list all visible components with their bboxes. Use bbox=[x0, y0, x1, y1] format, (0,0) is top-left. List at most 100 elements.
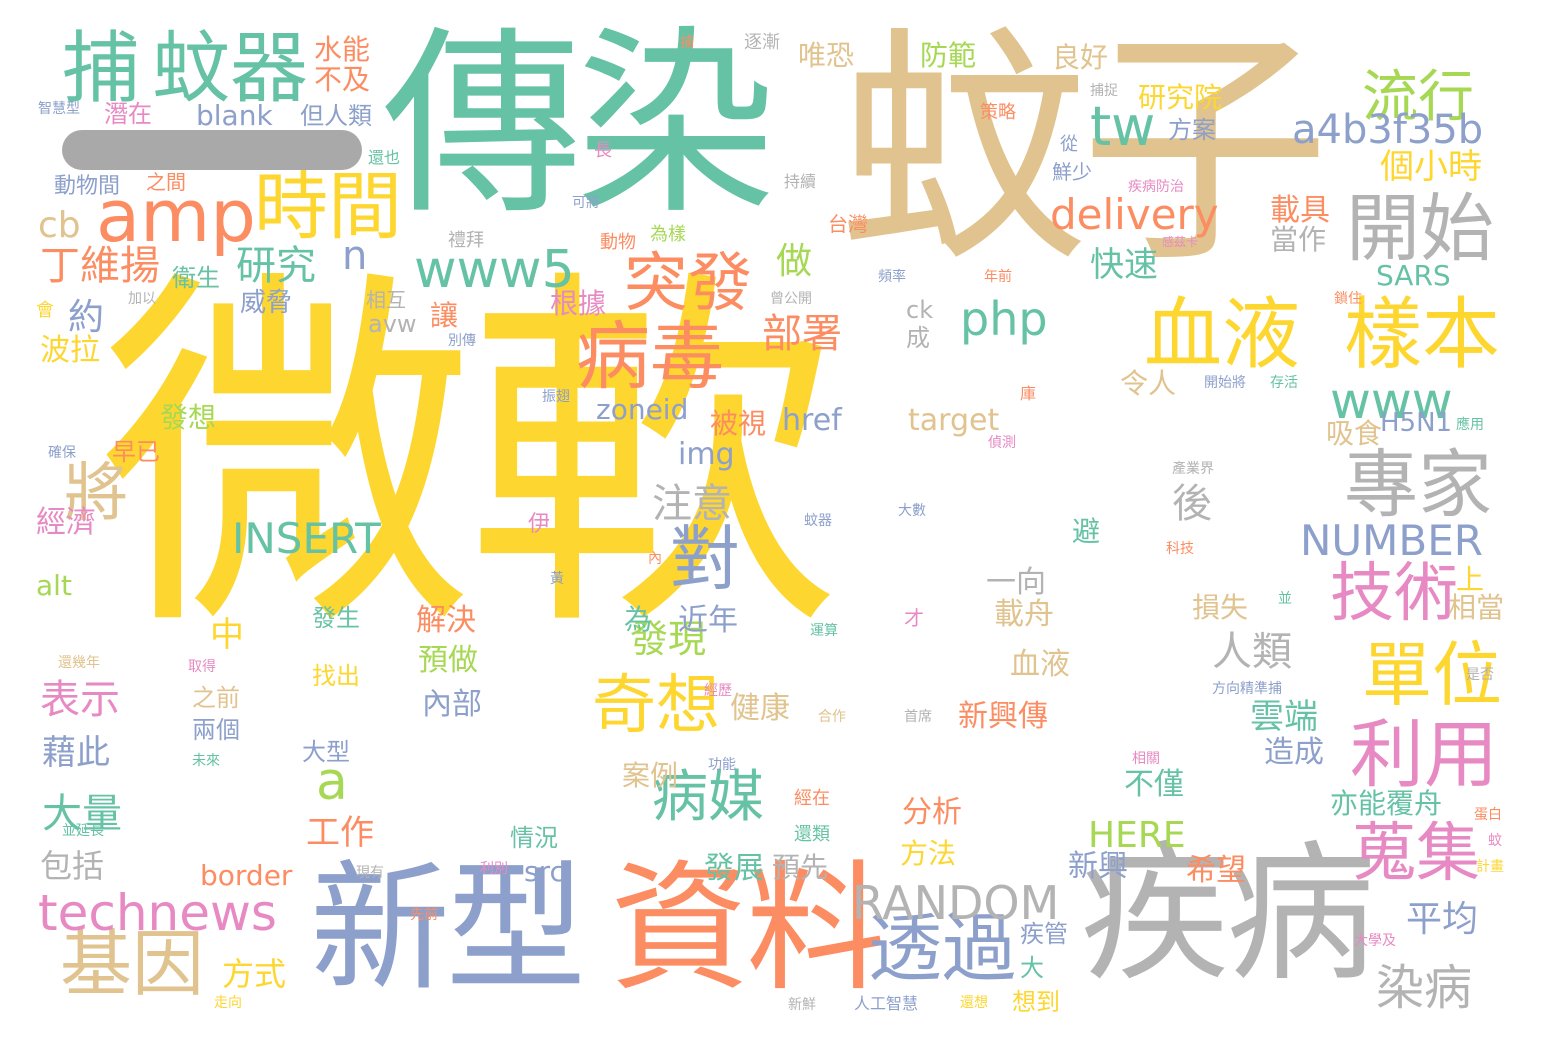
word: NUMBER bbox=[1300, 516, 1483, 565]
word: 威脅 bbox=[240, 288, 293, 318]
word: 捕 bbox=[62, 24, 141, 114]
word: blank bbox=[196, 99, 273, 132]
word: 大型 bbox=[302, 738, 350, 766]
word: 雲端 bbox=[1250, 697, 1318, 737]
word: n bbox=[342, 233, 368, 279]
word: 注意 bbox=[652, 481, 732, 527]
word: 新鮮 bbox=[788, 997, 816, 1013]
word: 發想 bbox=[160, 401, 217, 434]
word: 鎖住 bbox=[1334, 291, 1362, 307]
word: 個小時 bbox=[1380, 147, 1482, 187]
word: SARS bbox=[1376, 259, 1451, 292]
word: 找出 bbox=[312, 662, 360, 690]
word: 疾管 bbox=[1020, 920, 1068, 948]
word: 之前 bbox=[192, 684, 240, 712]
word: HERE bbox=[1088, 815, 1186, 856]
word: 樣本 bbox=[1344, 290, 1501, 380]
word: 才 bbox=[904, 606, 924, 630]
word: 防範 bbox=[920, 39, 977, 72]
word: 走向 bbox=[214, 995, 242, 1011]
word: INSERT bbox=[232, 514, 381, 563]
word: 上 bbox=[1456, 563, 1485, 596]
word: 鮮少 bbox=[1052, 160, 1092, 184]
word: 兩個 bbox=[192, 716, 240, 744]
word: 方向精準捕 bbox=[1212, 681, 1282, 697]
word: 大 bbox=[1020, 954, 1044, 982]
word: 載具 bbox=[1270, 193, 1330, 228]
word: 病媒 bbox=[652, 765, 764, 830]
word: 讓 bbox=[430, 299, 459, 332]
word: 並 bbox=[1278, 591, 1292, 607]
word: 動物間 bbox=[54, 174, 121, 199]
word: 血液 bbox=[1144, 290, 1301, 380]
word: php bbox=[960, 292, 1048, 346]
word: 微軟 bbox=[100, 241, 840, 677]
word: 持續 bbox=[784, 172, 817, 191]
word: 大量 bbox=[42, 791, 122, 837]
word: 研究院 bbox=[1138, 81, 1223, 114]
word: 新興傳 bbox=[958, 699, 1048, 734]
word: 研究 bbox=[236, 243, 316, 289]
word: 資料 bbox=[610, 848, 886, 1011]
word: 長 bbox=[594, 140, 612, 161]
word: 部署 bbox=[762, 311, 842, 357]
word: href bbox=[782, 403, 842, 438]
word: 開始 bbox=[1346, 186, 1494, 272]
word: 不及 bbox=[314, 63, 371, 96]
word: 開始將 bbox=[1204, 375, 1246, 391]
word: amp bbox=[96, 174, 256, 258]
word: 避 bbox=[1072, 515, 1101, 548]
word: 根據 bbox=[550, 287, 607, 320]
word: 禮拜 bbox=[448, 230, 484, 251]
word: 為 bbox=[624, 603, 653, 636]
word: 預先 bbox=[772, 851, 829, 884]
word: 案例 bbox=[622, 759, 679, 792]
word: 造成 bbox=[1264, 735, 1324, 770]
word: cb bbox=[38, 205, 81, 246]
word: 傳染 bbox=[382, 9, 776, 242]
word: 健康 bbox=[730, 691, 790, 726]
word: 計畫 bbox=[1476, 859, 1504, 875]
word: 蚊器 bbox=[804, 513, 832, 529]
word: 捕 bbox=[680, 35, 694, 51]
word: 血液 bbox=[1010, 647, 1070, 682]
word: 偵測 bbox=[988, 435, 1016, 451]
word: 加以 bbox=[128, 291, 156, 307]
word: 專家 bbox=[1344, 442, 1492, 528]
word: 技術 bbox=[1330, 557, 1458, 631]
word: 人工智慧 bbox=[854, 994, 919, 1013]
word: 時間 bbox=[254, 164, 402, 250]
word: 利別 bbox=[480, 861, 508, 877]
word: 確保 bbox=[48, 445, 76, 461]
word: 染病 bbox=[1376, 960, 1473, 1016]
word: 疾病 bbox=[1080, 828, 1376, 1002]
word: 流行 bbox=[1362, 65, 1474, 130]
word: src bbox=[524, 855, 565, 888]
word: 中 bbox=[210, 615, 244, 655]
word: 後 bbox=[1172, 481, 1212, 527]
word: 取得 bbox=[188, 659, 216, 675]
word: 損失 bbox=[1192, 591, 1249, 624]
word: 潛在 bbox=[104, 100, 152, 128]
word: 令人 bbox=[1120, 367, 1177, 400]
word: 動物 bbox=[600, 232, 636, 253]
word: 做 bbox=[776, 241, 813, 282]
word: 蛋白 bbox=[1474, 807, 1502, 823]
word: 包括 bbox=[40, 847, 105, 885]
word: www bbox=[1330, 372, 1453, 430]
word: 基因 bbox=[60, 922, 205, 1006]
word: 還類 bbox=[794, 824, 830, 845]
word: 伊 bbox=[528, 512, 551, 537]
word: border bbox=[200, 859, 293, 892]
word: 還也 bbox=[368, 148, 401, 167]
word: 唯恐 bbox=[798, 39, 855, 72]
word: 載舟 bbox=[994, 597, 1054, 632]
word: 疾病防治 bbox=[1128, 179, 1184, 195]
word: 新興 bbox=[1068, 849, 1128, 884]
word: 不僅 bbox=[1124, 767, 1184, 802]
word: 經在 bbox=[794, 788, 830, 809]
word: tw bbox=[1090, 95, 1156, 158]
word: 策略 bbox=[980, 102, 1016, 123]
word: 智慧型 bbox=[38, 101, 80, 117]
word: 蒐集 bbox=[1352, 817, 1480, 891]
